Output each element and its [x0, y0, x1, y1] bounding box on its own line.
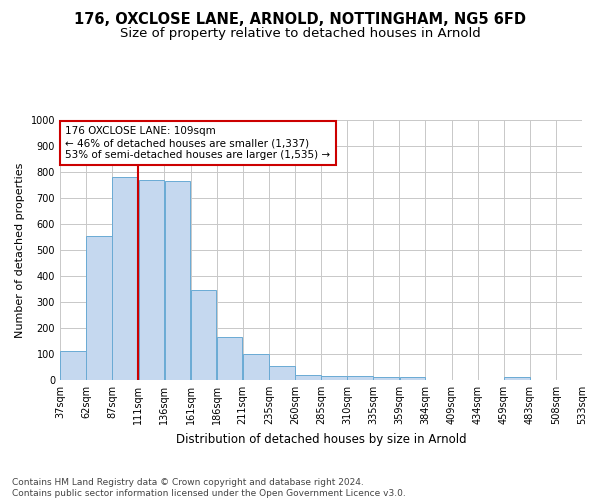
Bar: [400, 378, 425, 380]
Bar: [217, 337, 242, 380]
Bar: [139, 180, 164, 380]
Text: 176 OXCLOSE LANE: 109sqm
← 46% of detached houses are smaller (1,337)
53% of sem: 176 OXCLOSE LANE: 109sqm ← 46% of detach…: [65, 126, 331, 160]
Text: Size of property relative to detached houses in Arnold: Size of property relative to detached ho…: [119, 28, 481, 40]
Bar: [295, 375, 321, 380]
Text: 176, OXCLOSE LANE, ARNOLD, NOTTINGHAM, NG5 6FD: 176, OXCLOSE LANE, ARNOLD, NOTTINGHAM, N…: [74, 12, 526, 28]
Text: Contains HM Land Registry data © Crown copyright and database right 2024.
Contai: Contains HM Land Registry data © Crown c…: [12, 478, 406, 498]
Bar: [164, 181, 190, 380]
Bar: [60, 352, 86, 380]
X-axis label: Distribution of detached houses by size in Arnold: Distribution of detached houses by size …: [176, 432, 466, 446]
Bar: [112, 177, 138, 380]
Bar: [86, 236, 112, 380]
Bar: [191, 290, 217, 380]
Bar: [321, 376, 347, 380]
Bar: [269, 366, 295, 380]
Bar: [373, 378, 399, 380]
Bar: [347, 376, 373, 380]
Y-axis label: Number of detached properties: Number of detached properties: [15, 162, 25, 338]
Bar: [243, 354, 269, 380]
Bar: [504, 378, 530, 380]
